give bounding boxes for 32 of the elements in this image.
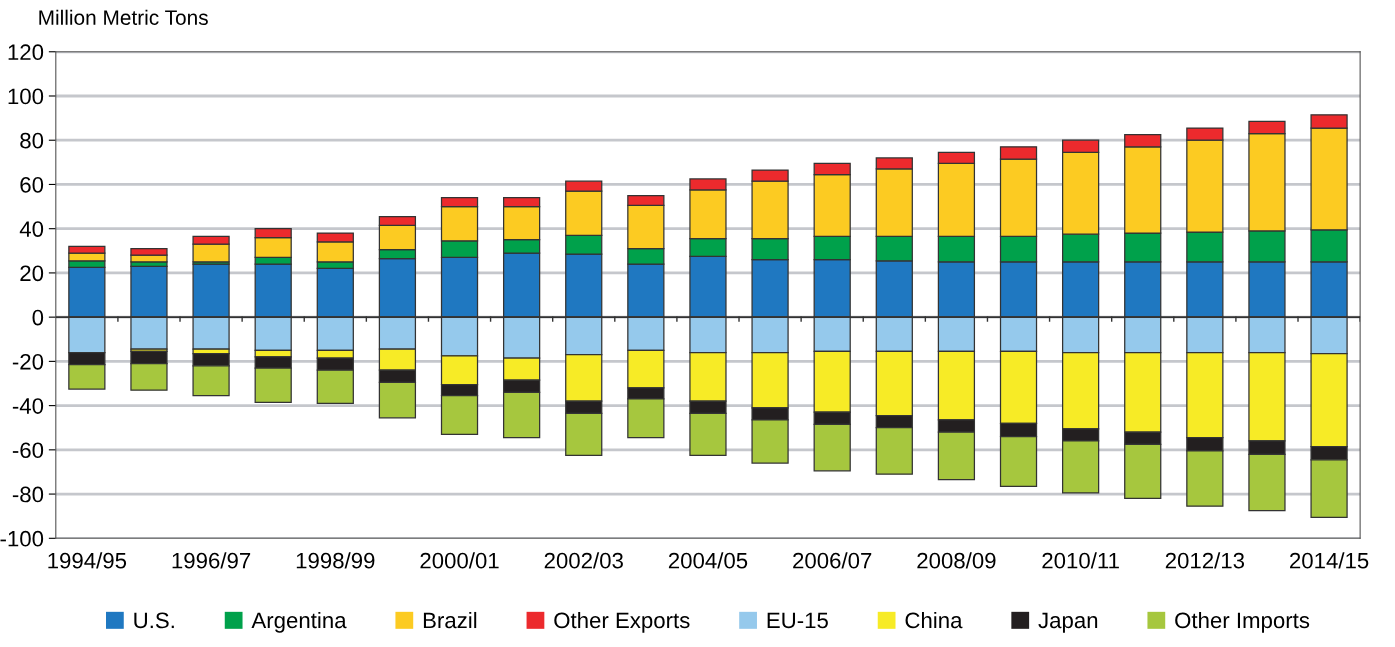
x-tick-label: 1998/99 bbox=[296, 552, 375, 569]
y-tick-label: 120 bbox=[8, 44, 44, 61]
y-tick-label: 0 bbox=[32, 309, 44, 326]
x-tick-label: 2012/13 bbox=[1165, 552, 1245, 569]
x-tick-label: 1994/95 bbox=[48, 552, 127, 569]
y-tick-label: 100 bbox=[8, 88, 44, 105]
legend-label: Argentina bbox=[251, 611, 347, 633]
legend-label: Brazil bbox=[423, 611, 477, 629]
x-tick-label: 2002/03 bbox=[544, 552, 623, 569]
y-tick-label: 40 bbox=[19, 221, 44, 237]
y-tick-label: -40 bbox=[12, 398, 44, 414]
y-tick-label: -20 bbox=[12, 353, 44, 370]
y-tick-label: -100 bbox=[0, 530, 44, 547]
y-tick-label: 80 bbox=[20, 132, 44, 149]
x-tick-label: 1996/97 bbox=[172, 552, 251, 569]
legend-label: U.S. bbox=[134, 612, 174, 629]
y-tick-label: -80 bbox=[12, 486, 44, 503]
x-tick-label: 2006/07 bbox=[793, 552, 872, 569]
y-tick-label: -60 bbox=[12, 442, 44, 459]
y-tick-label: 20 bbox=[20, 265, 44, 282]
legend-label: Japan bbox=[1038, 612, 1098, 633]
legend-label: Other Exports bbox=[554, 611, 690, 633]
x-tick-label: 2000/01 bbox=[420, 552, 499, 569]
legend-label: China bbox=[905, 611, 963, 629]
legend-label: EU-15 bbox=[767, 612, 828, 629]
x-tick-label: 2014/15 bbox=[1290, 552, 1369, 569]
x-tick-label: 2004/05 bbox=[668, 552, 748, 569]
y-tick-label: 60 bbox=[20, 176, 44, 193]
legend-label: Other Imports bbox=[1175, 611, 1310, 633]
x-tick-label: 2008/09 bbox=[917, 552, 996, 569]
x-tick-label: 2010/11 bbox=[1042, 552, 1119, 569]
y-axis-title: Million Metric Tons bbox=[39, 9, 208, 25]
